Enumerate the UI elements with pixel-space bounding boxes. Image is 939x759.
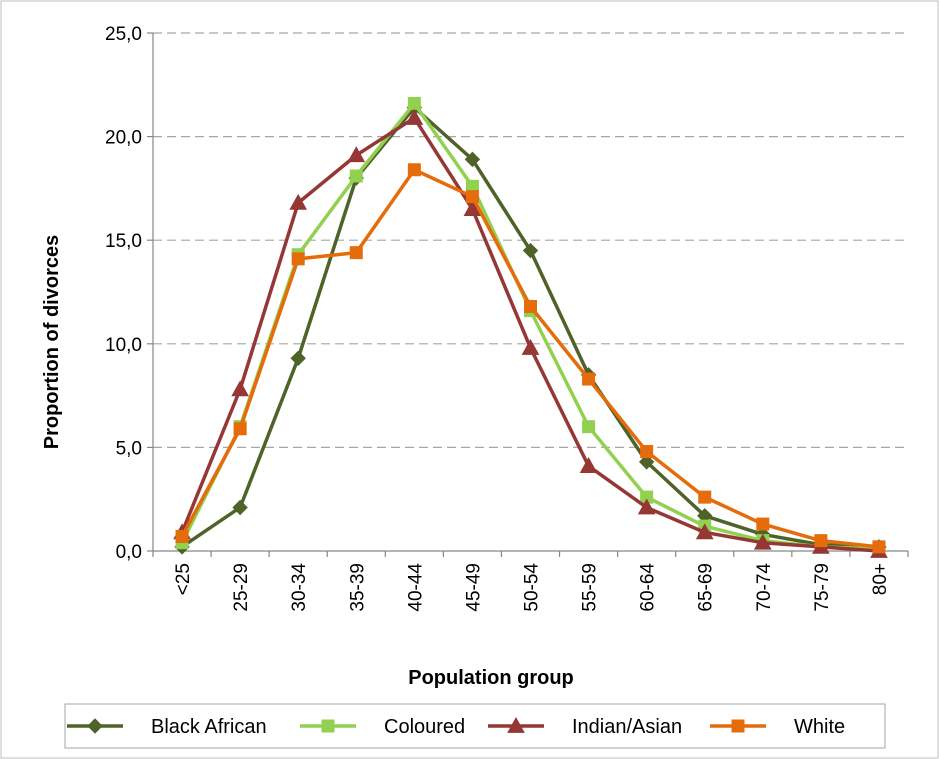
x-tick-label: 80+: [870, 563, 891, 595]
x-tick-label: 55-59: [580, 563, 601, 612]
data-point-white: [465, 190, 479, 204]
legend-swatch-marker: [731, 719, 745, 733]
x-tick-label: 45-49: [463, 563, 484, 612]
legend-swatch-marker: [507, 716, 525, 733]
data-point-white: [524, 300, 537, 314]
legend-label: Coloured: [384, 716, 465, 738]
data-point-indian-asian: [347, 146, 366, 163]
data-point-coloured: [349, 169, 363, 183]
y-tick-labels: 0,0 5,0 10,0 15,0 20,0 25,0: [105, 24, 142, 563]
data-point-white: [698, 490, 712, 504]
x-tick-label: 70-74: [754, 563, 775, 612]
series-indian-asian: [173, 108, 888, 558]
legend-item-white: White: [710, 716, 845, 738]
x-tick-label: 50-54: [522, 563, 543, 612]
legend-label: Black African: [151, 716, 267, 738]
data-point-white: [640, 445, 654, 459]
data-point-black-african: [638, 454, 655, 470]
x-tick-labels: <25 25-29 30-34 35-39 40-44 45-49 50-54 55-59 60…: [173, 563, 891, 612]
data-point-indian-asian: [695, 523, 714, 540]
legend-swatch-marker: [321, 719, 335, 733]
data-point-white: [756, 517, 770, 531]
data-point-indian-asian: [753, 533, 772, 550]
y-axis-title: Proportion of divorces: [41, 235, 63, 449]
series-lines: [173, 96, 888, 558]
data-point-indian-asian: [405, 108, 424, 125]
x-tick-label: 35-39: [347, 563, 368, 612]
data-point-white: [407, 163, 421, 177]
legend-item-indian-asian: Indian/Asian: [488, 716, 682, 738]
data-point-white: [349, 246, 363, 260]
x-tick-label: 75-79: [812, 563, 833, 612]
x-tick-label: 40-44: [405, 563, 426, 612]
data-point-indian-asian: [231, 380, 249, 397]
axes: [147, 32, 909, 557]
y-tick-label: 25,0: [105, 24, 142, 45]
x-tick-label: 60-64: [638, 563, 659, 612]
data-point-white: [814, 534, 828, 548]
y-tick-label: 15,0: [105, 231, 142, 252]
data-point-white: [175, 529, 189, 543]
data-point-white: [582, 372, 596, 386]
x-tick-label: 65-69: [696, 563, 717, 612]
data-point-black-african: [232, 499, 248, 516]
legend: Black African Coloured Indian/Asian White: [64, 703, 886, 749]
legend-label: Indian/Asian: [572, 716, 682, 738]
x-axis-title: Population group: [408, 667, 574, 689]
y-tick-label: 20,0: [105, 128, 142, 149]
data-point-indian-asian: [463, 200, 482, 217]
data-point-indian-asian: [637, 498, 656, 515]
legend-swatch-marker: [87, 718, 103, 734]
data-point-white: [291, 252, 305, 266]
y-tick-label: 0,0: [116, 542, 142, 563]
x-tick-label: 30-34: [289, 563, 310, 612]
x-tick-label: 25-29: [231, 563, 252, 612]
legend-item-coloured: Coloured: [300, 716, 465, 738]
series-white: [175, 163, 886, 554]
data-point-coloured: [407, 96, 421, 110]
data-point-indian-asian: [289, 193, 308, 210]
data-point-white: [872, 540, 886, 554]
legend-label: White: [794, 716, 845, 738]
y-tick-label: 10,0: [105, 335, 142, 356]
data-point-black-african: [464, 151, 481, 168]
data-point-indian-asian: [579, 457, 598, 473]
y-tick-label: 5,0: [116, 438, 142, 459]
data-point-indian-asian: [521, 338, 540, 355]
data-point-coloured: [582, 420, 596, 434]
legend-item-black-african: Black African: [67, 716, 267, 738]
data-point-white: [233, 422, 247, 436]
x-tick-label: <25: [173, 563, 194, 595]
data-point-black-african: [290, 350, 306, 367]
data-point-black-african: [522, 242, 539, 259]
